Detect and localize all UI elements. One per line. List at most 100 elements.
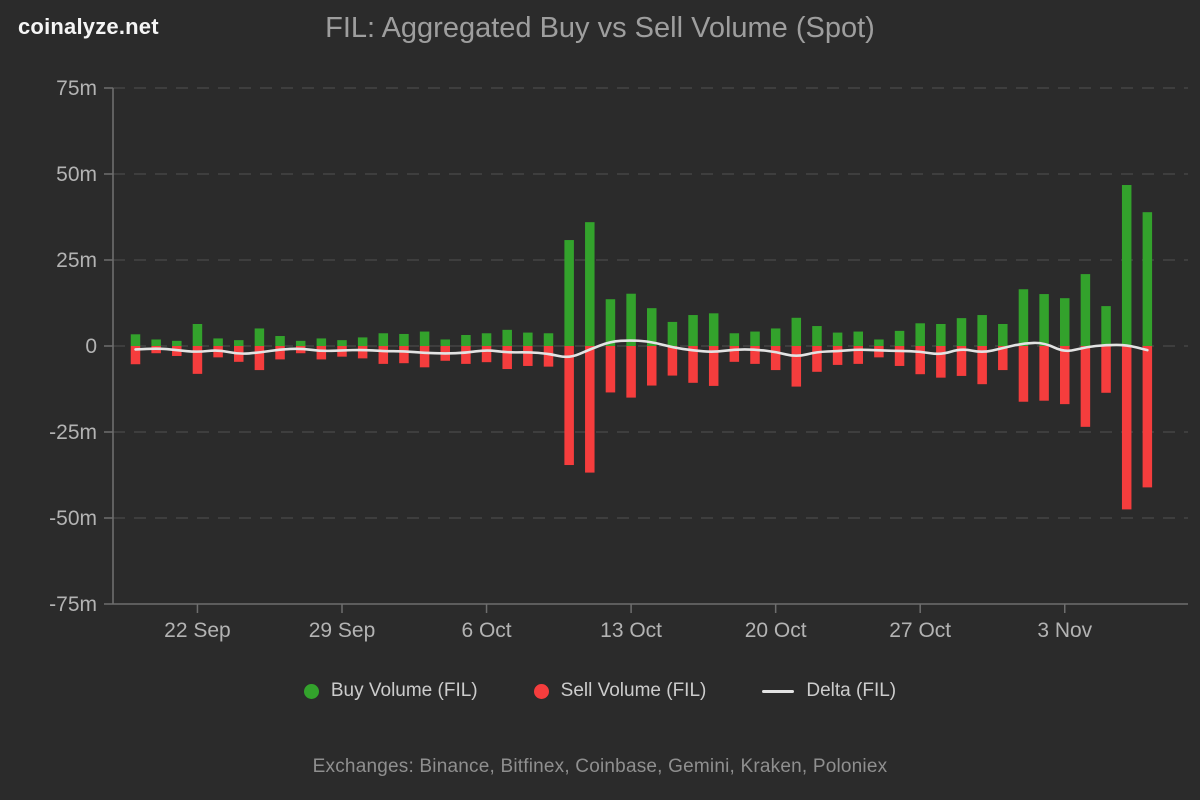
sell-bar[interactable] bbox=[523, 346, 533, 366]
legend-item-delta[interactable]: Delta (FIL) bbox=[762, 680, 896, 702]
buy-bar[interactable] bbox=[750, 331, 760, 346]
buy-bar[interactable] bbox=[378, 333, 389, 346]
sell-bar[interactable] bbox=[419, 346, 430, 368]
buy-bar[interactable] bbox=[543, 333, 554, 346]
sell-bar[interactable] bbox=[729, 346, 740, 362]
sell-bar[interactable] bbox=[192, 346, 203, 374]
sell-bar[interactable] bbox=[399, 346, 409, 364]
buy-bar[interactable] bbox=[316, 338, 327, 346]
chart-canvas[interactable]: 75m 50m 25m 0 -25m -50m -75m 22 Sep 29 Sep 6 Oct 1… bbox=[0, 0, 1200, 655]
sell-bar[interactable] bbox=[502, 346, 512, 370]
sell-bar[interactable] bbox=[977, 346, 987, 385]
delta-line[interactable] bbox=[134, 339, 1149, 359]
buy-bar[interactable] bbox=[874, 339, 884, 346]
buy-bar[interactable] bbox=[791, 317, 802, 346]
buy-bar[interactable] bbox=[667, 321, 678, 346]
buy-bar[interactable] bbox=[1060, 298, 1070, 346]
buy-bar[interactable] bbox=[688, 315, 698, 346]
buy-bar[interactable] bbox=[254, 328, 265, 346]
legend-label-buy: Buy Volume (FIL) bbox=[330, 680, 478, 701]
buy-bar[interactable] bbox=[481, 333, 492, 346]
x-tick-label: 20 Oct bbox=[745, 619, 807, 642]
brand-logo[interactable]: coinalyze.net bbox=[18, 14, 159, 39]
buy-bar[interactable] bbox=[357, 337, 368, 346]
buy-bar[interactable] bbox=[1142, 212, 1153, 346]
buy-bar[interactable] bbox=[234, 340, 244, 346]
sell-bar[interactable] bbox=[275, 346, 285, 360]
buy-bar[interactable] bbox=[936, 323, 946, 346]
sell-bar[interactable] bbox=[1142, 346, 1153, 488]
buy-bar[interactable] bbox=[1080, 274, 1091, 346]
sell-bar[interactable] bbox=[750, 346, 760, 364]
buy-bar[interactable] bbox=[647, 308, 657, 346]
buy-bar[interactable] bbox=[729, 333, 740, 346]
buy-bar[interactable] bbox=[915, 323, 925, 346]
sell-bar[interactable] bbox=[770, 346, 781, 371]
sell-bar[interactable] bbox=[564, 346, 574, 466]
buy-bar[interactable] bbox=[605, 299, 616, 346]
sell-bar[interactable] bbox=[936, 346, 946, 378]
sell-bar[interactable] bbox=[667, 346, 678, 376]
buy-bar[interactable] bbox=[708, 313, 719, 346]
buy-bar[interactable] bbox=[1039, 294, 1049, 346]
buy-bar[interactable] bbox=[832, 332, 843, 346]
buy-bar[interactable] bbox=[419, 331, 430, 346]
buy-bar[interactable] bbox=[151, 339, 161, 346]
buy-bar[interactable] bbox=[1121, 185, 1132, 346]
buy-bar[interactable] bbox=[192, 323, 203, 346]
buy-bar[interactable] bbox=[956, 318, 967, 346]
sell-bar[interactable] bbox=[791, 346, 802, 387]
sell-bar[interactable] bbox=[1039, 346, 1049, 401]
sell-bar[interactable] bbox=[832, 346, 843, 365]
buy-bar[interactable] bbox=[337, 340, 347, 346]
buy-bar[interactable] bbox=[172, 340, 182, 346]
buy-bar[interactable] bbox=[977, 315, 987, 346]
sell-bar[interactable] bbox=[357, 346, 368, 359]
sell-bar[interactable] bbox=[688, 346, 698, 383]
buy-bar[interactable] bbox=[1018, 289, 1029, 346]
sell-bar[interactable] bbox=[461, 346, 471, 364]
sell-bar[interactable] bbox=[894, 346, 905, 366]
buy-bar[interactable] bbox=[461, 334, 471, 346]
buy-bar[interactable] bbox=[213, 338, 223, 346]
sell-bar[interactable] bbox=[1060, 346, 1070, 405]
sell-bar[interactable] bbox=[1121, 346, 1132, 510]
sell-bar[interactable] bbox=[605, 346, 616, 393]
buy-bar[interactable] bbox=[812, 326, 822, 346]
sell-bar[interactable] bbox=[812, 346, 822, 372]
buy-bar[interactable] bbox=[295, 340, 306, 346]
buy-bar[interactable] bbox=[585, 222, 595, 346]
buy-bar[interactable] bbox=[770, 328, 781, 346]
buy-bar[interactable] bbox=[564, 240, 574, 346]
sell-bar[interactable] bbox=[708, 346, 719, 386]
buy-bar[interactable] bbox=[853, 331, 864, 346]
sell-bar[interactable] bbox=[1101, 346, 1111, 393]
buy-bar[interactable] bbox=[275, 336, 285, 346]
sell-bar[interactable] bbox=[998, 346, 1008, 371]
sell-bar[interactable] bbox=[130, 346, 141, 365]
sell-bar[interactable] bbox=[853, 346, 864, 364]
buy-bar[interactable] bbox=[130, 334, 141, 346]
sell-bar[interactable] bbox=[915, 346, 925, 375]
sell-bar[interactable] bbox=[316, 346, 327, 360]
legend-item-sell-volume[interactable]: Sell Volume (FIL) bbox=[533, 680, 706, 702]
sell-bar[interactable] bbox=[378, 346, 389, 364]
sell-bar[interactable] bbox=[585, 346, 595, 473]
buy-bar[interactable] bbox=[1101, 306, 1111, 346]
buy-bar[interactable] bbox=[502, 329, 512, 346]
sell-bar[interactable] bbox=[956, 346, 967, 376]
buy-bar[interactable] bbox=[894, 330, 905, 346]
buy-bar[interactable] bbox=[523, 332, 533, 346]
buy-bar[interactable] bbox=[399, 333, 409, 346]
sell-bar[interactable] bbox=[1080, 346, 1091, 427]
legend-item-buy-volume[interactable]: Buy Volume (FIL) bbox=[303, 680, 478, 702]
sell-bar[interactable] bbox=[254, 346, 265, 371]
sell-bar[interactable] bbox=[1018, 346, 1029, 402]
buy-bar[interactable] bbox=[998, 323, 1008, 346]
sell-bar[interactable] bbox=[481, 346, 492, 363]
buy-bar[interactable] bbox=[626, 293, 636, 346]
buy-bar[interactable] bbox=[440, 339, 451, 346]
sell-bar[interactable] bbox=[647, 346, 657, 386]
sell-bar[interactable] bbox=[543, 346, 554, 367]
sell-bar[interactable] bbox=[626, 346, 636, 398]
